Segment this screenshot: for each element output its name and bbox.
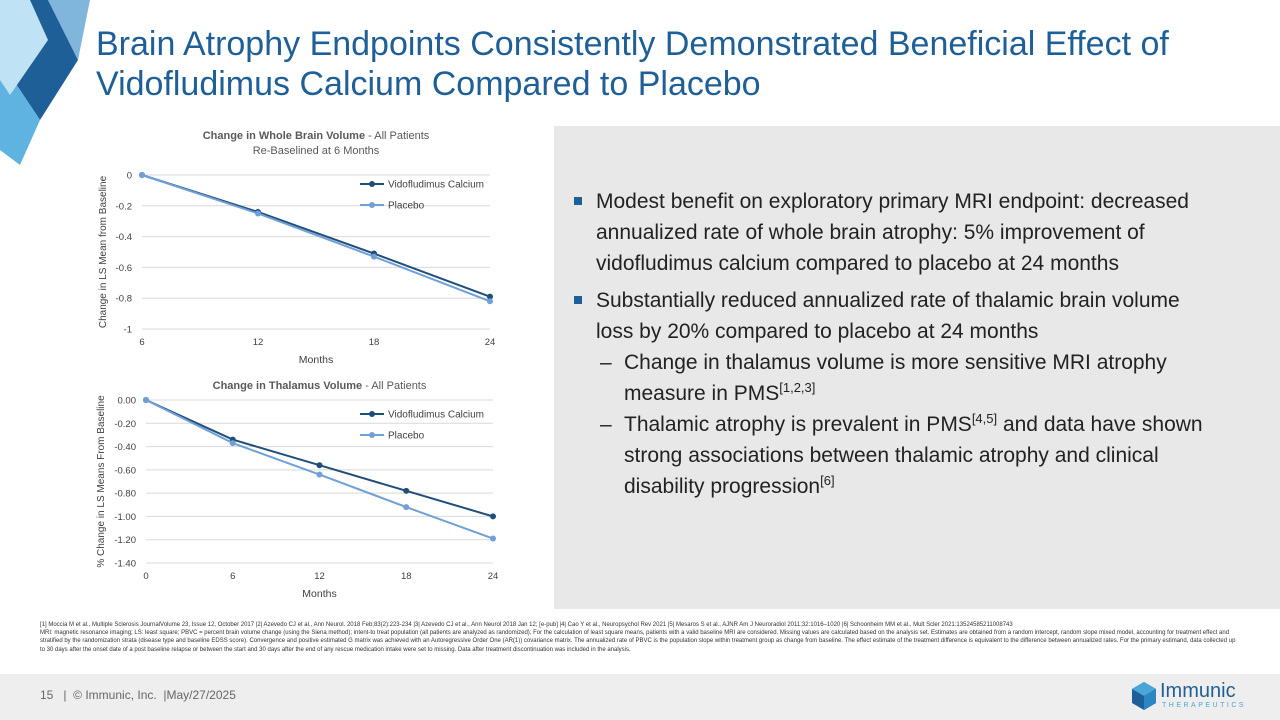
legend-marker <box>369 432 375 438</box>
legend-label: Placebo <box>388 201 425 212</box>
x-tick-label: 18 <box>369 337 380 348</box>
footer: 15 | © Immunic, Inc. |May/27/2025 Immuni… <box>0 674 1280 720</box>
data-point <box>139 172 145 178</box>
logo-subtitle: THERAPEUTICS <box>1162 702 1247 709</box>
footer-separator: | <box>63 688 67 702</box>
logo-name: Immunic <box>1160 680 1236 702</box>
x-tick-label: 24 <box>488 571 499 582</box>
whole-brain-volume-chart: Change in Whole Brain Volume - All Patie… <box>92 124 502 370</box>
y-tick-label: -0.4 <box>116 232 132 243</box>
series-line <box>141 174 491 303</box>
y-tick-label: 0.00 <box>118 396 137 407</box>
footer-text: 15 | © Immunic, Inc. |May/27/2025 <box>40 688 236 702</box>
data-point <box>487 293 493 300</box>
y-tick-label: 0 <box>127 171 132 182</box>
sub-bullet-text-cont: and data have shown strong associations … <box>624 413 1203 498</box>
data-point <box>316 471 323 478</box>
legend-marker <box>369 411 375 417</box>
bullet-thalamic: Substantially reduced annualized rate of… <box>574 285 1218 502</box>
sub-bullet-sensitivity: – Change in thalamus volume is more sens… <box>596 347 1218 409</box>
x-axis-label: Months <box>299 354 333 366</box>
footer-separator: | <box>163 688 167 702</box>
y-tick-label: -1 <box>124 325 132 336</box>
legend-label: Placebo <box>388 431 425 442</box>
sub-bullets: – Change in thalamus volume is more sens… <box>596 347 1218 502</box>
data-point <box>229 440 236 447</box>
chart-title: Change in Thalamus Volume - All Patients <box>213 380 427 392</box>
thalamus-volume-chart: Change in Thalamus Volume - All Patients… <box>92 374 502 602</box>
legend-label: Vidofludimus Calcium <box>388 410 484 421</box>
data-point <box>371 253 377 260</box>
data-point <box>403 487 410 494</box>
data-point <box>490 513 496 520</box>
x-tick-label: 12 <box>253 337 264 348</box>
data-point <box>487 298 493 305</box>
citation: [6] <box>820 473 835 488</box>
bullet-text: Modest benefit on exploratory primary MR… <box>596 190 1189 275</box>
legend-marker <box>369 202 375 208</box>
data-point <box>316 462 323 469</box>
y-tick-label: -0.60 <box>114 465 136 476</box>
y-tick-label: -0.20 <box>114 419 136 430</box>
summary-bullets: Modest benefit on exploratory primary MR… <box>574 186 1218 508</box>
copyright: © Immunic, Inc. <box>73 688 157 702</box>
y-tick-label: -0.40 <box>114 442 136 453</box>
y-tick-label: -0.8 <box>116 294 132 305</box>
y-axis-label: Change in LS Mean from Baseline <box>98 175 109 328</box>
y-tick-label: -0.80 <box>114 489 136 500</box>
immunic-logo-icon <box>1132 682 1156 710</box>
x-tick-label: 18 <box>401 571 412 582</box>
page-number: 15 <box>40 688 54 702</box>
series-line <box>145 399 494 540</box>
footnotes: [1] Moccia M et al., Multiple Sclerosis … <box>40 621 1240 654</box>
sub-bullet-text: Change in thalamus volume is more sensit… <box>624 351 1167 405</box>
references: [1] Moccia M et al., Multiple Sclerosis … <box>40 622 1013 628</box>
data-point <box>143 397 149 403</box>
legend-label: Vidofludimus Calcium <box>388 180 484 191</box>
bullet-square-icon <box>574 197 582 205</box>
immunic-logo: Immunic THERAPEUTICS <box>1132 680 1252 714</box>
slide-title: Brain Atrophy Endpoints Consistently Dem… <box>96 25 1169 103</box>
x-tick-label: 6 <box>230 571 235 582</box>
chart-subtitle: Re-Baselined at 6 Months <box>253 145 380 157</box>
y-tick-label: -1.00 <box>114 512 136 523</box>
bullet-square-icon <box>574 296 582 304</box>
footer-date: May/27/2025 <box>166 688 236 702</box>
dash-icon: – <box>600 351 612 374</box>
corner-decoration <box>0 0 90 165</box>
legend-marker <box>369 181 375 187</box>
x-tick-label: 6 <box>139 337 144 348</box>
y-tick-label: -1.20 <box>114 535 136 546</box>
dash-icon: – <box>600 413 612 436</box>
citation: [4,5] <box>971 411 998 426</box>
y-tick-label: -1.40 <box>114 559 136 570</box>
x-axis-label: Months <box>302 588 336 600</box>
summary-panel: Modest benefit on exploratory primary MR… <box>554 126 1280 609</box>
y-tick-label: -0.2 <box>116 201 132 212</box>
sub-bullet-prevalence: – Thalamic atrophy is prevalent in PMS[4… <box>596 409 1218 502</box>
data-point <box>403 504 410 511</box>
data-point <box>490 535 496 542</box>
citation: [1,2,3] <box>779 380 816 395</box>
bullet-whole-brain: Modest benefit on exploratory primary MR… <box>574 186 1218 279</box>
x-tick-label: 24 <box>485 337 496 348</box>
data-point <box>255 210 261 217</box>
y-axis-label: % Change in LS Means From Baseline <box>96 395 107 568</box>
methods-note: MRI: magnetic resonance imaging; LS: lea… <box>40 630 1236 653</box>
bullet-text: Substantially reduced annualized rate of… <box>596 289 1180 343</box>
y-tick-label: -0.6 <box>116 263 132 274</box>
sub-bullet-text: Thalamic atrophy is prevalent in PMS <box>624 413 972 436</box>
x-tick-label: 0 <box>143 571 148 582</box>
chart-title: Change in Whole Brain Volume - All Patie… <box>203 130 430 142</box>
x-tick-label: 12 <box>314 571 325 582</box>
